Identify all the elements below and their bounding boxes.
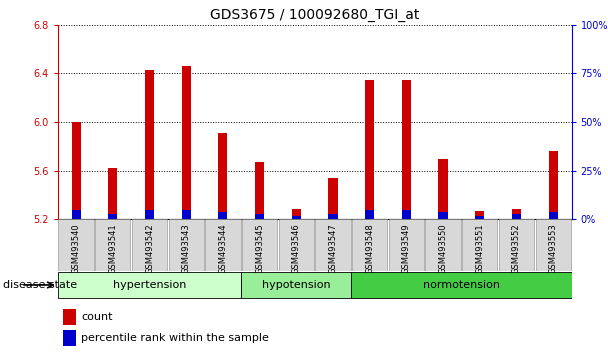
FancyBboxPatch shape — [58, 219, 94, 271]
Bar — [438, 212, 447, 219]
Bar — [548, 152, 558, 219]
Bar — [402, 210, 411, 219]
Bar — [365, 210, 375, 219]
Bar — [72, 122, 81, 219]
FancyBboxPatch shape — [352, 219, 387, 271]
Text: GSM493542: GSM493542 — [145, 224, 154, 274]
Bar — [548, 212, 558, 219]
Text: GSM493548: GSM493548 — [365, 224, 374, 274]
Bar — [218, 133, 227, 219]
Bar — [292, 216, 301, 219]
FancyBboxPatch shape — [499, 219, 534, 271]
Text: GSM493550: GSM493550 — [438, 224, 447, 274]
Text: GSM493547: GSM493547 — [328, 224, 337, 274]
FancyBboxPatch shape — [168, 219, 204, 271]
FancyBboxPatch shape — [278, 219, 314, 271]
Text: hypotension: hypotension — [262, 280, 331, 290]
FancyBboxPatch shape — [462, 219, 497, 271]
Bar — [182, 210, 191, 219]
Text: hypertension: hypertension — [113, 280, 186, 290]
Bar — [292, 209, 301, 219]
FancyBboxPatch shape — [206, 219, 241, 271]
FancyBboxPatch shape — [241, 272, 351, 298]
Text: GSM493549: GSM493549 — [402, 224, 411, 274]
Bar — [475, 216, 485, 219]
FancyBboxPatch shape — [536, 219, 571, 271]
Text: normotension: normotension — [423, 280, 500, 290]
Text: GSM493552: GSM493552 — [512, 224, 521, 274]
Bar — [512, 209, 521, 219]
Bar — [145, 210, 154, 219]
Title: GDS3675 / 100092680_TGI_at: GDS3675 / 100092680_TGI_at — [210, 8, 420, 22]
Bar — [402, 80, 411, 219]
FancyBboxPatch shape — [316, 219, 351, 271]
Bar — [145, 70, 154, 219]
Text: GSM493546: GSM493546 — [292, 224, 301, 274]
Text: GSM493540: GSM493540 — [72, 224, 81, 274]
Text: GSM493544: GSM493544 — [218, 224, 227, 274]
Text: disease state: disease state — [3, 280, 77, 290]
FancyBboxPatch shape — [426, 219, 461, 271]
Text: count: count — [81, 312, 112, 322]
Bar — [63, 330, 76, 346]
Bar — [63, 309, 76, 325]
Text: percentile rank within the sample: percentile rank within the sample — [81, 333, 269, 343]
Bar — [108, 169, 117, 219]
Bar — [328, 214, 337, 219]
FancyBboxPatch shape — [132, 219, 167, 271]
Text: GSM493545: GSM493545 — [255, 224, 264, 274]
FancyBboxPatch shape — [389, 219, 424, 271]
Text: GSM493541: GSM493541 — [108, 224, 117, 274]
Bar — [438, 159, 447, 219]
Bar — [72, 210, 81, 219]
Bar — [182, 66, 191, 219]
FancyBboxPatch shape — [58, 272, 241, 298]
Bar — [475, 211, 485, 219]
Text: GSM493543: GSM493543 — [182, 224, 191, 274]
FancyBboxPatch shape — [351, 272, 572, 298]
Text: GSM493553: GSM493553 — [548, 224, 558, 274]
Bar — [255, 214, 264, 219]
FancyBboxPatch shape — [95, 219, 131, 271]
FancyBboxPatch shape — [242, 219, 277, 271]
Bar — [512, 214, 521, 219]
Bar — [255, 162, 264, 219]
Bar — [218, 212, 227, 219]
Bar — [365, 80, 375, 219]
Bar — [328, 178, 337, 219]
Bar — [108, 214, 117, 219]
Text: GSM493551: GSM493551 — [475, 224, 485, 274]
